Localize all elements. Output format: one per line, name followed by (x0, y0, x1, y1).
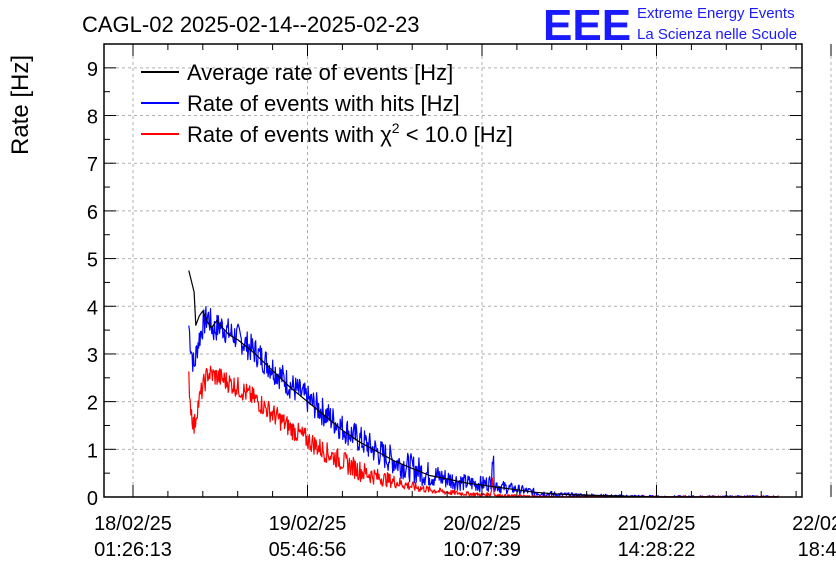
y-axis-label: Rate [Hz] (7, 55, 34, 155)
legend: Average rate of events [Hz] Rate of even… (141, 60, 513, 147)
y-tick-label: 1 (87, 440, 98, 462)
x-tick-label-date: 19/02/25 (269, 513, 347, 535)
series-line-1 (188, 306, 779, 498)
legend-chi2-sup: 2 (392, 120, 400, 136)
grid-lines (104, 44, 832, 497)
y-tick-label: 9 (87, 59, 98, 81)
series-layer (188, 270, 780, 498)
logo-line-1: Extreme Energy Events (637, 5, 795, 22)
legend-chi2-symbol: χ (380, 122, 392, 147)
y-tick-label: 2 (87, 393, 98, 415)
y-tick-label: 0 (87, 488, 98, 510)
legend-chi2-prefix: Rate of events with (187, 122, 380, 147)
x-tick-label-time: 05:46:56 (269, 539, 347, 561)
x-tick-label-time: 01:26:13 (94, 539, 172, 561)
y-tick-label: 4 (87, 297, 98, 319)
x-tick-label-date: 22/02/25 (792, 513, 836, 535)
x-tick-label-time: 10:07:39 (443, 539, 521, 561)
x-tick-label-time: 18:49:0 (798, 539, 836, 561)
y-tick-label: 3 (87, 345, 98, 367)
y-axis-ticks: 0 1 2 3 4 5 6 7 8 9 (87, 59, 802, 510)
eee-logo: EEE Extreme Energy Events La Scienza nel… (543, 1, 797, 50)
logo-mark: EEE (543, 1, 631, 50)
plot-frame (103, 43, 803, 498)
legend-chi2-suffix: < 10.0 [Hz] (400, 122, 513, 147)
chart-title: CAGL-02 2025-02-14--2025-02-23 (82, 12, 420, 37)
legend-label-hits: Rate of events with hits [Hz] (187, 91, 460, 116)
y-tick-label: 6 (87, 202, 98, 224)
y-tick-label: 7 (87, 154, 98, 176)
legend-label-average: Average rate of events [Hz] (187, 60, 453, 85)
logo-line-2: La Scienza nelle Scuole (637, 26, 797, 43)
y-tick-label: 8 (87, 107, 98, 129)
y-tick-label: 5 (87, 250, 98, 272)
x-tick-label-time: 14:28:22 (618, 539, 696, 561)
legend-label-chi2: Rate of events with χ2 < 10.0 [Hz] (187, 120, 513, 147)
x-tick-label-date: 20/02/25 (443, 513, 521, 535)
x-tick-label-date: 18/02/25 (94, 513, 172, 535)
x-tick-label-date: 21/02/25 (618, 513, 696, 535)
x-axis-ticks: 18/02/25 01:26:13 19/02/25 05:46:56 20/02/25… (94, 44, 836, 561)
